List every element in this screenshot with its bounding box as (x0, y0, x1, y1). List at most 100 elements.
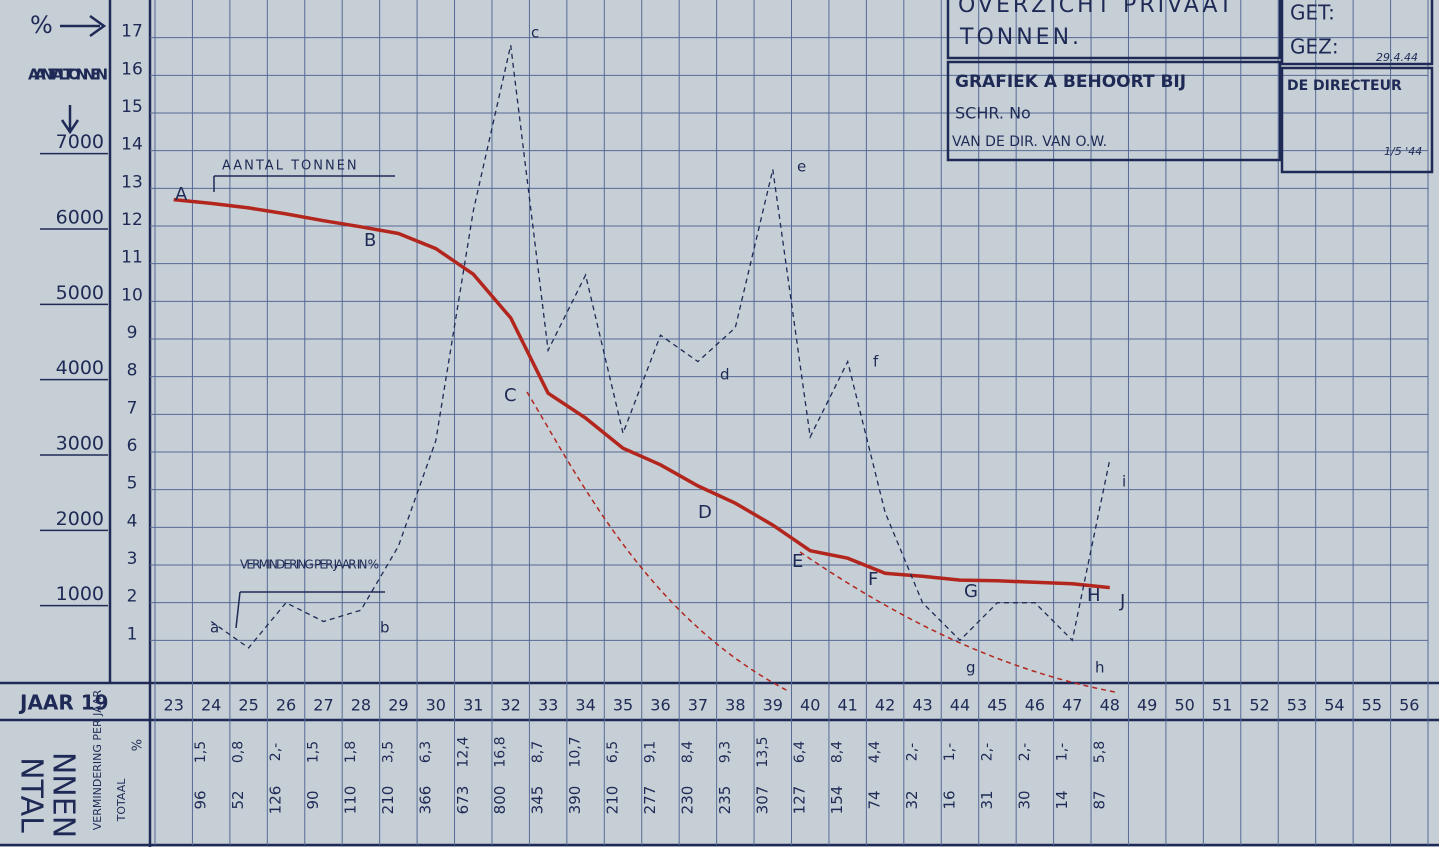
table-total: 366 (416, 786, 434, 815)
doc-text: GRAFIEK A BEHOORT BIJ (955, 72, 1186, 92)
row-label: % (131, 739, 146, 751)
x-tick-label: 26 (276, 696, 296, 715)
table-total: 235 (716, 786, 734, 815)
y-tick-label: 1000 (56, 583, 104, 605)
table-total: 230 (678, 786, 696, 815)
series-annotation: AANTAL TONNEN (222, 159, 359, 174)
point-label: E (792, 551, 803, 572)
arrow (60, 105, 80, 135)
table-percent: 1,- (1054, 743, 1070, 761)
y2-axis-label: % (30, 11, 53, 39)
point-label: D (698, 502, 712, 523)
point-label: B (364, 230, 376, 251)
x-tick-label: 49 (1137, 696, 1157, 715)
y-tick-label: 3000 (56, 433, 104, 455)
x-tick-label: 39 (763, 696, 783, 715)
series-annotation: VERMINDERING PER JAAR IN % (240, 558, 380, 572)
extrapolation-curve (799, 551, 1116, 693)
x-tick-label: 35 (613, 696, 633, 715)
x-tick-label: 51 (1212, 696, 1232, 715)
director-box (1280, 66, 1434, 174)
table-percent: 8,4 (830, 741, 846, 763)
x-tick-label: 38 (725, 696, 745, 715)
y2-tick-label: 2 (127, 587, 138, 607)
x-tick-label: 37 (688, 696, 708, 715)
y2-tick-label: 10 (121, 285, 143, 305)
point-label: C (504, 385, 517, 406)
table-total: 345 (529, 786, 547, 815)
table-total: 210 (379, 786, 397, 815)
table-total: 126 (267, 786, 285, 815)
x-tick-label: 52 (1249, 696, 1269, 715)
y-tick-label: 5000 (56, 282, 104, 304)
x-tick-label: 46 (1025, 696, 1045, 715)
x-tick-label: 31 (463, 696, 483, 715)
y2-tick-label: 15 (121, 97, 143, 117)
table-total: 14 (1053, 790, 1071, 809)
table-percent: 9,3 (717, 741, 733, 763)
x-tick-label: 48 (1100, 696, 1120, 715)
table-percent: 5,8 (1092, 741, 1108, 763)
chart-subtitle: TONNEN. (959, 25, 1082, 50)
table-percent: 4,4 (867, 741, 883, 763)
table-percent: 2,- (905, 743, 921, 761)
y2-tick-label: 8 (127, 361, 138, 381)
y2-tick-label: 16 (121, 59, 143, 79)
point-label: e (797, 158, 806, 176)
y-tick-label: 2000 (56, 508, 104, 530)
x-tick-label: 47 (1062, 696, 1082, 715)
point-label: b (380, 619, 390, 637)
x-tick-label: 28 (351, 696, 371, 715)
point-label: f (873, 353, 879, 371)
table-percent: 8,7 (530, 741, 546, 763)
arrow (60, 14, 107, 38)
table-total: 307 (753, 786, 771, 815)
x-tick-label: 54 (1324, 696, 1344, 715)
percent-line (210, 45, 1111, 649)
x-tick-label: 27 (313, 696, 333, 715)
row-label: VERMINDERING PER JAAR (91, 689, 104, 830)
point-label: a (210, 619, 219, 637)
x-tick-label: 45 (987, 696, 1007, 715)
table-total: 30 (1015, 790, 1033, 809)
point-label: g (966, 659, 976, 677)
side-label: NNEN (46, 752, 81, 838)
annotation-pointer (213, 175, 395, 192)
x-tick-label: 40 (800, 696, 820, 715)
y2-tick-label: 4 (127, 511, 138, 531)
x-tick-label: 23 (164, 696, 184, 715)
x-tick-label: 50 (1174, 696, 1194, 715)
point-label: c (531, 24, 539, 42)
table-total: 673 (454, 786, 472, 815)
y2-tick-label: 14 (121, 135, 143, 155)
y-axis-label: AANTAL TONNEN (28, 66, 108, 84)
y2-tick-label: 9 (127, 323, 138, 343)
y2-tick-label: 12 (121, 210, 143, 230)
y2-tick-label: 1 (127, 624, 138, 644)
marks (173, 45, 1111, 649)
table-percent: 1,5 (305, 741, 321, 763)
table-total: 87 (1090, 790, 1108, 809)
table-total: 277 (641, 786, 659, 815)
point-label: H (1087, 585, 1101, 606)
extrapolation-curve (526, 391, 791, 693)
x-tick-label: 24 (201, 696, 221, 715)
table-percent: 1,8 (343, 741, 359, 763)
y-tick-label: 4000 (56, 357, 104, 379)
doc-date: 1/5 '44 (1384, 145, 1422, 158)
table-percent: 6,3 (418, 741, 434, 763)
doc-text: GEZ: (1290, 35, 1339, 59)
table-percent: 1,5 (193, 741, 209, 763)
x-tick-label: 30 (426, 696, 446, 715)
table-percent: 6,4 (792, 741, 808, 763)
table-total: 31 (978, 790, 996, 809)
table-total: 96 (192, 790, 210, 809)
y2-tick-label: 5 (127, 474, 138, 494)
x-tick-label: 55 (1362, 696, 1382, 715)
table-total: 800 (491, 786, 509, 815)
table-percent: 2,- (979, 743, 995, 761)
y-tick-label: 7000 (56, 131, 104, 153)
table-percent: 16,8 (493, 736, 509, 767)
table-percent: 6,5 (605, 741, 621, 763)
